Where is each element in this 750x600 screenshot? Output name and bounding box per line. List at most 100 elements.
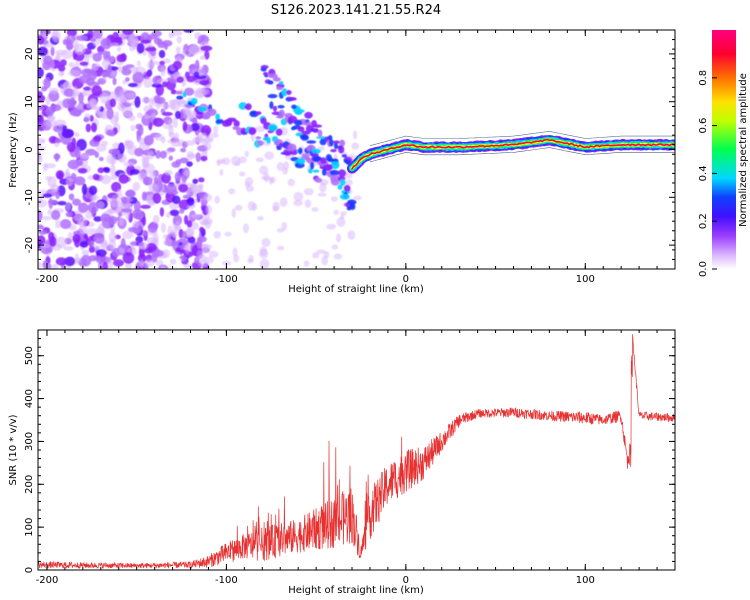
spectral-blob [141,97,151,104]
spectral-blob [122,30,134,36]
spectral-blob [92,52,102,62]
spectral-blob [200,155,208,162]
spectral-blob [109,42,120,47]
spectral-blob [186,153,198,159]
spectral-blob [186,220,193,228]
spectral-blob [72,233,81,244]
spectral-blob [178,183,189,193]
spectral-blob [312,169,320,173]
y-tick-label: -10 [24,189,35,205]
spectral-blob [144,47,157,52]
spectral-blob [78,161,84,166]
spectral-blob [256,140,264,146]
spectral-blob [277,245,285,251]
colorbar-tick-label: 0.6 [698,118,709,134]
spectral-blob [171,229,178,238]
spectral-blob [107,64,112,76]
spectral-blob [140,204,151,209]
spectral-blob [151,83,162,88]
spectral-blob [74,253,80,265]
spectral-blob [78,92,84,104]
spectral-blob [269,176,276,183]
spectral-blob [347,230,356,240]
spectral-blob [194,256,200,264]
spectral-blob [48,87,59,94]
spectral-blob [184,140,196,146]
spectral-blob [125,91,135,99]
snr-series-line [38,334,675,569]
spectral-blob [58,71,65,77]
spectral-blob [176,76,184,83]
spectrogram-blobs [38,30,362,269]
spectral-blob [175,90,183,95]
spectral-blob [261,237,271,247]
spectral-blob [145,259,155,267]
spectral-blob [63,246,74,251]
spectral-blob [54,119,67,127]
spectral-blob [57,201,67,206]
spectral-blob [339,179,346,186]
spectral-blob [149,97,154,110]
spectral-blob [337,184,343,190]
spectral-blob [251,203,258,211]
spectral-blob [240,127,247,135]
spectral-blob [80,254,92,267]
spectral-blob [272,105,278,112]
spectral-blob [320,157,327,165]
spectral-blob [45,106,55,117]
spectral-blob [159,103,170,108]
spectral-blob [200,45,213,52]
spectral-blob [269,101,274,110]
spectral-blob [40,243,51,249]
y-tick-label: 500 [24,346,35,365]
spectral-blob [141,216,146,226]
spectral-blob [277,104,285,109]
spectral-blob [38,94,46,103]
spectral-blob [193,71,200,78]
spectral-blob [68,193,75,201]
spectral-blob [160,136,166,144]
spectral-blob [248,127,257,135]
spectral-blob [92,173,100,181]
spectral-blob [96,249,107,257]
colorbar: 0.0 0.2 0.4 0.6 0.8 Normalized spectral ampl… [698,30,749,277]
spectral-blob [311,148,321,154]
spectral-blob [114,111,120,123]
spectral-blob [101,71,108,78]
spectral-blob [190,97,198,105]
spectral-blob [232,247,238,257]
spectral-blob [198,79,210,86]
spectral-blob [66,30,77,37]
spectral-blob [278,81,284,85]
spectral-blob [117,151,125,163]
spectral-blob [43,55,53,66]
spectral-blob [189,44,200,56]
spectral-blob [86,228,98,235]
spectral-blob [85,211,93,220]
spectral-blob [115,95,122,101]
spectral-blob [214,195,220,204]
spectral-blob [127,82,138,88]
spectral-blob [231,208,237,219]
snr-x-axis-label: Height of straight line (km) [288,585,424,596]
spectral-blob [204,142,212,151]
spectral-blob [63,88,75,97]
spectral-blob [120,208,133,213]
spectral-blob [108,231,117,243]
spectral-blob [38,151,42,163]
spectral-blob [134,147,144,157]
spectral-blob [143,76,153,88]
spectral-blob [192,178,199,185]
spectral-blob [88,185,98,196]
spectral-blob [66,142,76,153]
spectral-blob [199,226,205,233]
spectral-blob [85,123,91,133]
spectral-blob [41,30,48,39]
colorbar-axes: 0.0 0.2 0.4 0.6 0.8 [698,70,717,277]
spectral-blob [287,143,297,152]
spectral-blob [146,242,157,253]
spectral-blob [183,112,194,121]
spectral-blob [106,197,118,203]
y-tick-label: 0 [24,146,35,152]
spectral-blob [189,184,198,193]
